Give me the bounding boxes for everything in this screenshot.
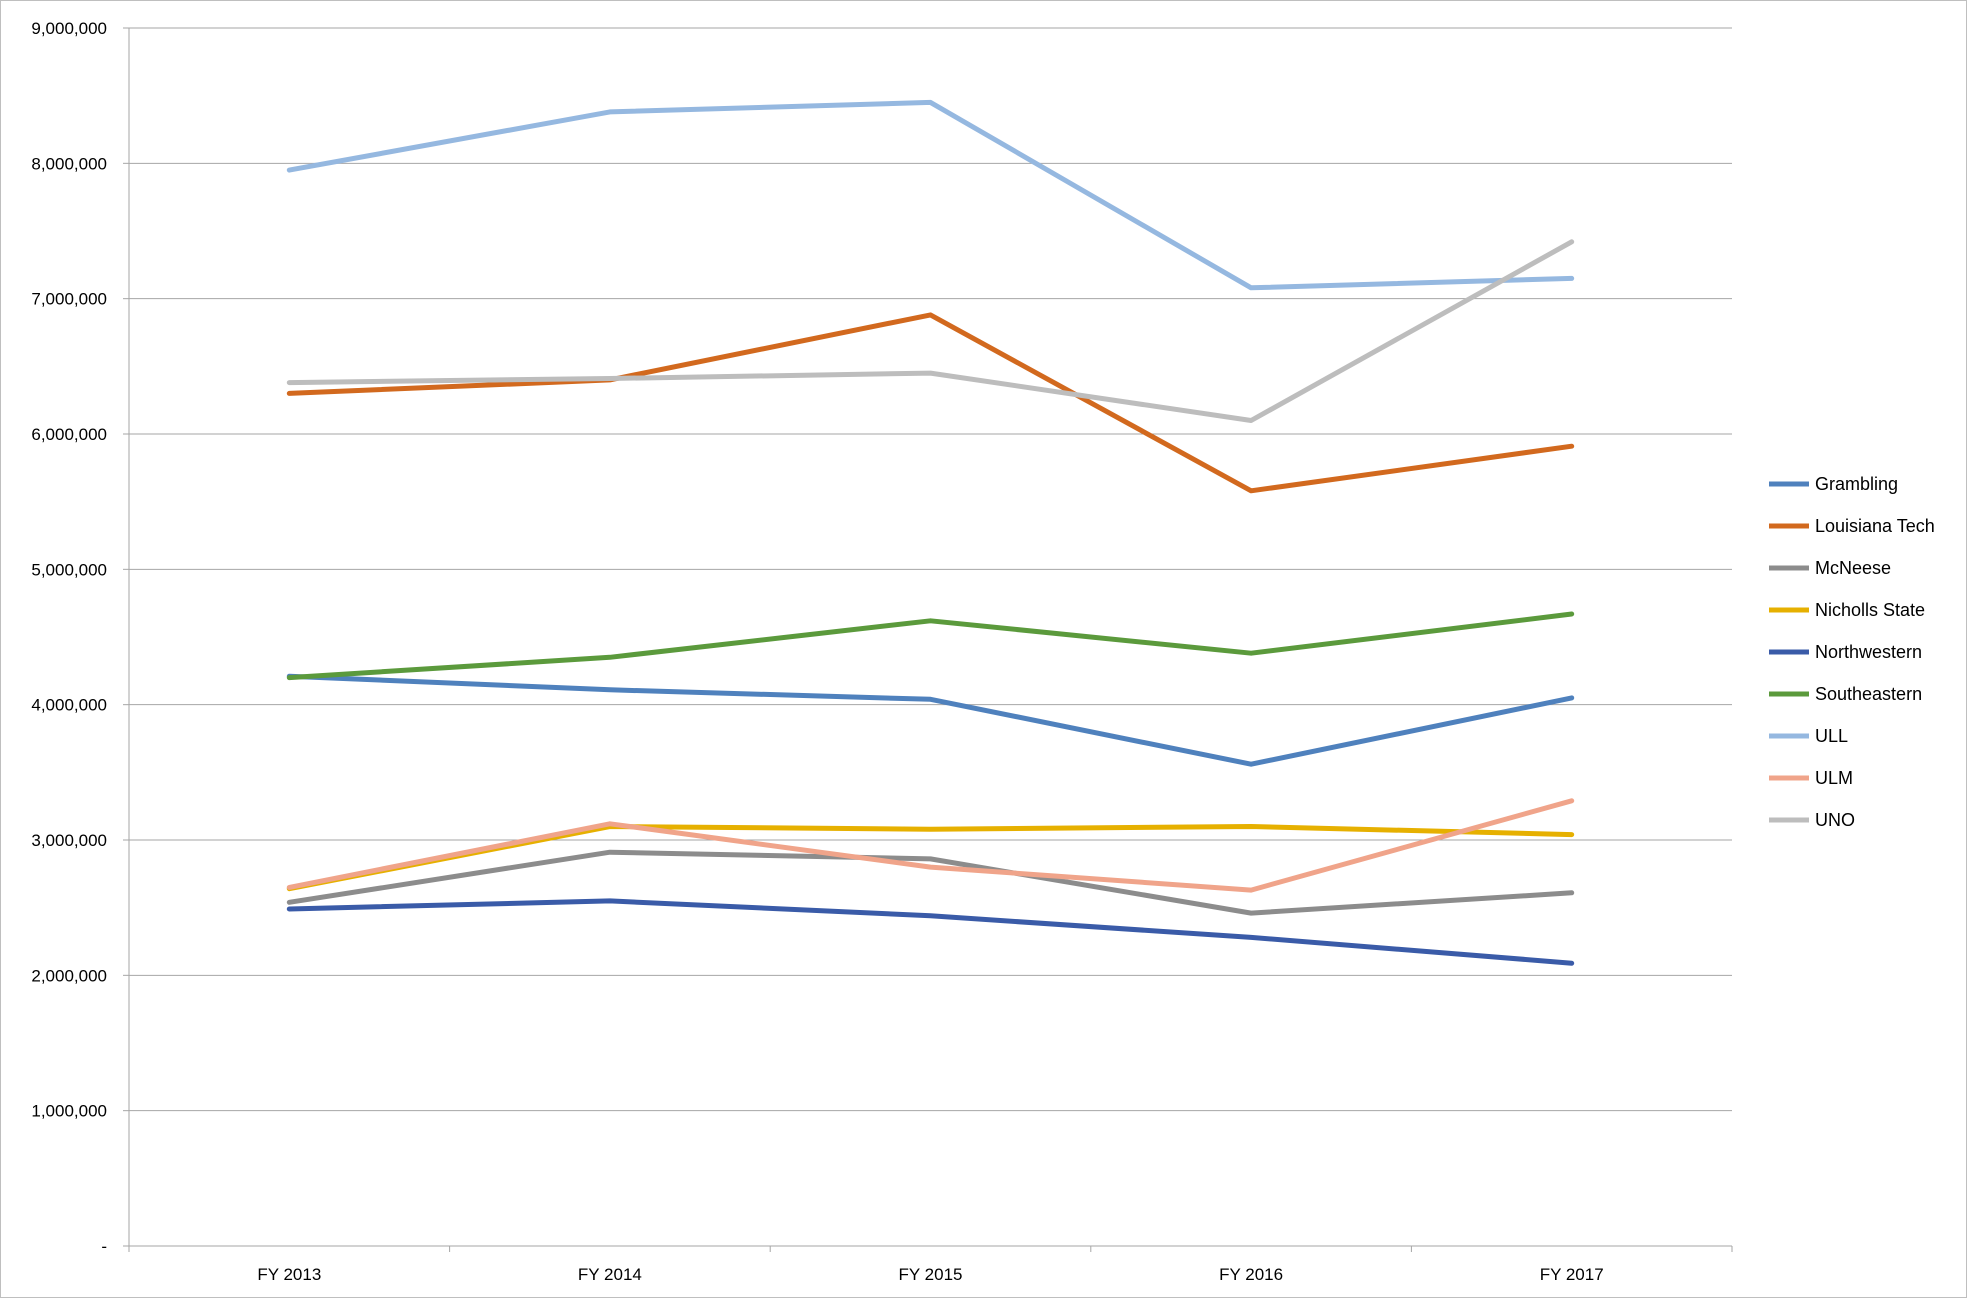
axes bbox=[123, 27, 1733, 1252]
series-lines bbox=[286, 99, 1575, 966]
x-tick-label: FY 2017 bbox=[1540, 1265, 1604, 1284]
series-line-southeastern bbox=[286, 611, 1575, 681]
y-tick-label: 2,000,000 bbox=[31, 966, 107, 985]
gridlines bbox=[129, 27, 1732, 1112]
y-tick-label: 8,000,000 bbox=[31, 154, 107, 173]
series-line-northwestern bbox=[286, 898, 1575, 966]
legend: Grambling Louisiana Tech McNeese Nicholls S… bbox=[1769, 474, 1935, 830]
legend-label-nicholls-state: Nicholls State bbox=[1815, 600, 1925, 620]
x-tick-labels: FY 2013 FY 2014 FY 2015 FY 2016 FY 2017 bbox=[257, 1265, 1603, 1284]
y-tick-label: 6,000,000 bbox=[31, 425, 107, 444]
legend-label-louisiana-tech: Louisiana Tech bbox=[1815, 516, 1935, 536]
legend-label-southeastern: Southeastern bbox=[1815, 684, 1922, 704]
legend-label-uno: UNO bbox=[1815, 810, 1855, 830]
legend-label-grambling: Grambling bbox=[1815, 474, 1898, 494]
legend-label-ulm: ULM bbox=[1815, 768, 1853, 788]
series-line-uno bbox=[286, 239, 1575, 423]
series-line-ull bbox=[286, 99, 1575, 291]
series-line-ulm bbox=[286, 798, 1575, 893]
y-tick-label: - bbox=[101, 1237, 107, 1256]
y-tick-label: 7,000,000 bbox=[31, 290, 107, 309]
y-tick-label: 1,000,000 bbox=[31, 1102, 107, 1121]
series-line-louisiana-tech bbox=[286, 312, 1575, 494]
legend-label-ull: ULL bbox=[1815, 726, 1848, 746]
legend-label-mcneese: McNeese bbox=[1815, 558, 1891, 578]
y-tick-label: 5,000,000 bbox=[31, 560, 107, 579]
legend-label-northwestern: Northwestern bbox=[1815, 642, 1922, 662]
series-line-grambling bbox=[286, 673, 1575, 767]
series-line-mcneese bbox=[286, 849, 1575, 916]
x-tick-label: FY 2014 bbox=[578, 1265, 642, 1284]
x-tick-label: FY 2015 bbox=[899, 1265, 963, 1284]
y-tick-labels: - 1,000,000 2,000,000 3,000,000 4,000,000 5,0… bbox=[31, 19, 107, 1256]
x-tick-label: FY 2013 bbox=[257, 1265, 321, 1284]
y-tick-label: 4,000,000 bbox=[31, 696, 107, 715]
y-tick-label: 9,000,000 bbox=[31, 19, 107, 38]
y-tick-label: 3,000,000 bbox=[31, 831, 107, 850]
x-tick-label: FY 2016 bbox=[1219, 1265, 1283, 1284]
